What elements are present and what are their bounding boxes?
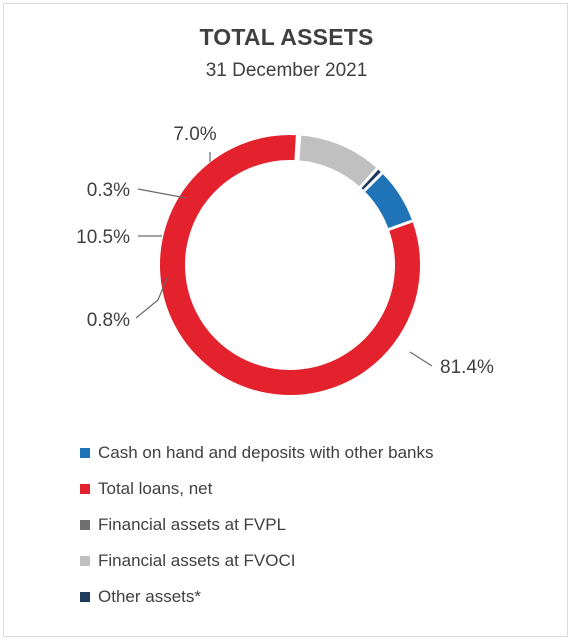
legend-label: Other assets* — [98, 587, 201, 606]
donut-slice-cash-on-hand-and-deposits-with-other-banks — [363, 173, 413, 230]
data-label-financial-assets-at-fvpl: 0.3% — [87, 180, 130, 201]
chart-legend: Cash on hand and deposits with other ban… — [80, 435, 434, 615]
leader-line-other-assets — [135, 277, 168, 319]
legend-item-other-assets: Other assets* — [80, 579, 434, 615]
donut-chart: 7.0% 81.4% 0.3% 10.5% 0.8% — [76, 124, 494, 395]
data-label-cash-on-hand-and-deposits-with-other-banks: 7.0% — [173, 124, 216, 145]
legend-item-financial-assets-at-fvpl: Financial assets at FVPL — [80, 507, 434, 543]
legend-label: Financial assets at FVPL — [98, 515, 287, 534]
legend-label: Financial assets at FVOCI — [98, 551, 296, 570]
chart-subtitle: 31 December 2021 — [205, 60, 368, 81]
slice-separator — [296, 134, 302, 162]
legend-swatch-financial-assets-at-fvpl — [80, 520, 90, 530]
slice-separator — [362, 171, 384, 193]
slice-separator — [358, 166, 379, 189]
legend-item-financial-assets-at-fvoci: Financial assets at FVOCI — [80, 543, 434, 579]
leader-line-financial-assets-at-fvpl — [137, 188, 187, 199]
legend-swatch-other-assets — [80, 592, 90, 602]
legend-swatch-financial-assets-at-fvoci — [80, 556, 90, 566]
data-label-total-loans-net: 81.4% — [440, 357, 494, 378]
donut-slice-total-loans-net — [160, 135, 420, 395]
chart-frame — [3, 3, 568, 637]
data-label-other-assets: 0.8% — [87, 310, 130, 331]
legend-swatch-cash-on-hand-and-deposits-with-other-banks — [80, 448, 90, 458]
legend-label: Cash on hand and deposits with other ban… — [98, 443, 434, 462]
slice-separator — [387, 219, 414, 232]
legend-swatch-total-loans-net — [80, 484, 90, 494]
donut-slice-financial-assets-at-fvoci — [297, 135, 378, 188]
legend-label: Total loans, net — [98, 479, 213, 498]
leader-line-total-loans-net — [409, 351, 433, 367]
chart-title: TOTAL ASSETS — [199, 24, 374, 50]
slice-separator — [294, 134, 299, 162]
legend-item-cash-on-hand-and-deposits-with-other-banks: Cash on hand and deposits with other ban… — [80, 435, 434, 471]
data-label-financial-assets-at-fvoci: 10.5% — [76, 227, 130, 248]
legend-item-total-loans-net: Total loans, net — [80, 471, 434, 507]
